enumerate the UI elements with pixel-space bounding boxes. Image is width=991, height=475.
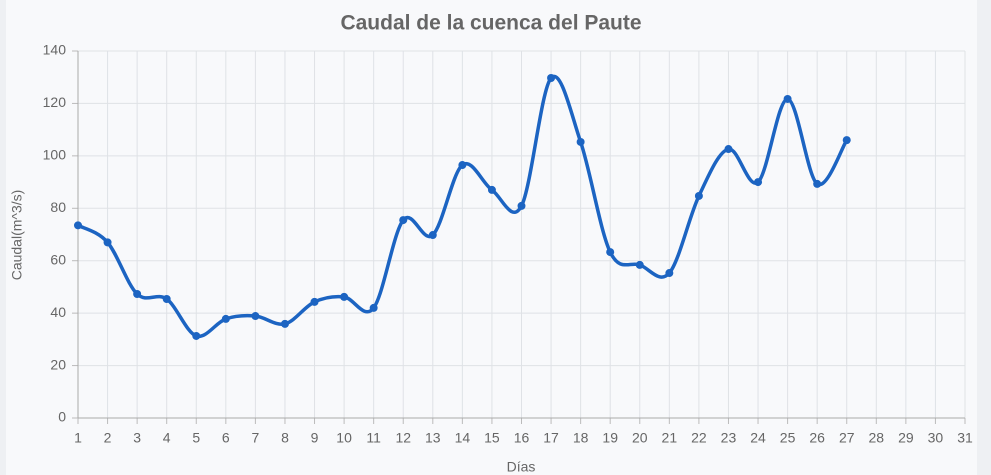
x-tick-label: 12 <box>395 430 411 446</box>
x-tick-label: 5 <box>192 430 200 446</box>
data-point <box>842 136 851 145</box>
y-tick-label: 140 <box>43 42 67 58</box>
x-tick-label: 13 <box>425 430 441 446</box>
x-tick-label: 1 <box>74 430 82 446</box>
x-tick-label: 23 <box>721 430 737 446</box>
data-point <box>103 238 112 247</box>
data-point <box>74 221 82 230</box>
data-point <box>399 216 408 225</box>
data-point <box>783 94 792 103</box>
x-tick-label: 27 <box>839 430 855 446</box>
x-tick-label: 26 <box>809 430 825 446</box>
data-point <box>606 248 615 257</box>
x-tick-label: 9 <box>311 430 319 446</box>
data-point <box>280 319 289 328</box>
x-tick-label: 8 <box>281 430 289 446</box>
x-tick-label: 3 <box>133 430 141 446</box>
x-tick-label: 19 <box>602 430 618 446</box>
x-tick-label: 30 <box>928 430 944 446</box>
y-axis-title: Caudal(m^3/s) <box>9 190 25 281</box>
data-point <box>192 331 201 340</box>
y-tick-label: 80 <box>50 199 66 215</box>
data-point <box>754 178 763 187</box>
y-tick-label: 0 <box>58 409 66 425</box>
x-tick-label: 6 <box>222 430 230 446</box>
y-tick-label: 60 <box>50 251 66 267</box>
x-tick-label: 14 <box>455 430 471 446</box>
x-tick-label: 15 <box>484 430 500 446</box>
y-tick-label: 100 <box>43 147 67 163</box>
data-point <box>458 161 467 170</box>
chart-title: Caudal de la cuenca del Paute <box>340 12 641 35</box>
x-axis-title: Días <box>507 459 536 475</box>
data-point <box>310 297 319 306</box>
x-tick-label: 2 <box>104 430 112 446</box>
x-tick-label: 24 <box>750 430 766 446</box>
x-tick-label: 18 <box>573 430 589 446</box>
data-point <box>162 294 171 303</box>
x-tick-label: 17 <box>543 430 559 446</box>
x-tick-label: 21 <box>662 430 678 446</box>
x-tick-label: 20 <box>632 430 648 446</box>
x-tick-label: 25 <box>780 430 796 446</box>
data-point <box>517 201 526 210</box>
x-tick-label: 28 <box>869 430 885 446</box>
data-point <box>251 312 260 321</box>
x-tick-label: 16 <box>514 430 530 446</box>
data-point <box>665 269 674 278</box>
y-tick-label: 120 <box>43 94 67 110</box>
x-tick-label: 10 <box>336 430 352 446</box>
data-point <box>340 292 349 301</box>
data-point <box>724 145 733 154</box>
data-point <box>694 191 703 200</box>
y-tick-label: 40 <box>50 304 66 320</box>
data-point <box>487 185 496 194</box>
data-point <box>547 74 556 83</box>
data-point <box>428 231 437 240</box>
x-tick-label: 29 <box>898 430 914 446</box>
data-point <box>133 290 142 299</box>
data-point <box>813 179 822 188</box>
x-tick-label: 22 <box>691 430 707 446</box>
y-tick-label: 20 <box>50 356 66 372</box>
data-point <box>576 137 585 146</box>
x-tick-label: 31 <box>957 430 973 446</box>
data-point <box>221 314 230 323</box>
x-tick-label: 4 <box>163 430 171 446</box>
x-tick-label: 11 <box>366 430 381 446</box>
data-point <box>369 303 378 312</box>
data-point <box>635 260 644 269</box>
x-tick-label: 7 <box>252 430 260 446</box>
